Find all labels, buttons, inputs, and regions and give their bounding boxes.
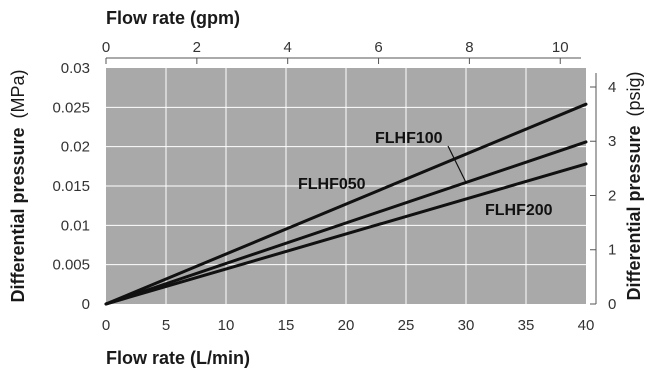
series-line-flhf200 (104, 162, 588, 306)
y-right-tick-label: 2 (608, 187, 616, 204)
x-bottom-tick-label: 40 (578, 317, 595, 334)
x-top-tick-label: 10 (552, 39, 569, 56)
series-line-flhf100 (104, 140, 588, 306)
x-bottom-tick-label: 25 (398, 317, 415, 334)
right-axis-title-label: Differential pressure (624, 125, 644, 300)
series-label-flhf100: FLHF100 (375, 130, 443, 147)
x-bottom-tick-label: 15 (278, 317, 295, 334)
y-left-tick-label: 0.015 (52, 178, 90, 195)
leader-line-flhf100 (447, 145, 467, 183)
x-bottom-tick-label: 20 (338, 317, 355, 334)
left-axis-title: Differential pressure (MPa) (8, 69, 28, 302)
series-label-flhf050: FLHF050 (298, 176, 366, 193)
x-bottom-tick-label: 0 (102, 317, 110, 334)
x-top-tick-label: 2 (193, 39, 201, 56)
y-left-tick-label: 0.025 (52, 99, 90, 116)
tick-labels: 0 5 10 15 20 25 30 35 4000.0050.010.0150.020.025… (52, 39, 616, 334)
top-axis-title: Flow rate (gpm) (106, 8, 240, 28)
x-bottom-tick-label: 30 (458, 317, 475, 334)
series-label-flhf200: FLHF200 (485, 202, 553, 219)
x-top-tick-label: 6 (374, 39, 382, 56)
series-line-flhf050 (104, 102, 588, 306)
right-axis-title: Differential pressure (psig) (624, 71, 644, 300)
y-left-tick-label: 0.005 (52, 257, 90, 274)
left-axis-title-unit: (MPa) (8, 69, 28, 118)
x-bottom-tick-label: 10 (218, 317, 235, 334)
left-axis-title-label: Differential pressure (8, 127, 28, 302)
x-bottom-tick-label: 5 (162, 317, 170, 334)
x-top-tick-label: 4 (284, 39, 292, 56)
y-left-tick-label: 0.03 (61, 60, 90, 77)
axes (105, 57, 597, 305)
series-labels: FLHF050 FLHF100 FLHF200 (298, 130, 553, 219)
x-top-tick-label: 8 (465, 39, 473, 56)
bottom-axis-title: Flow rate (L/min) (106, 348, 250, 368)
x-top-tick-label: 0 (102, 39, 110, 56)
y-left-tick-label: 0 (82, 296, 90, 313)
y-right-tick-label: 3 (608, 133, 616, 150)
y-left-tick-label: 0.02 (61, 139, 90, 156)
x-bottom-tick-label: 35 (518, 317, 535, 334)
series-lines (104, 102, 588, 306)
y-left-tick-label: 0.01 (61, 217, 90, 234)
right-axis-title-unit: (psig) (624, 71, 644, 116)
y-right-tick-label: 1 (608, 242, 616, 259)
y-right-tick-label: 4 (608, 79, 616, 96)
y-right-tick-label: 0 (608, 296, 616, 313)
